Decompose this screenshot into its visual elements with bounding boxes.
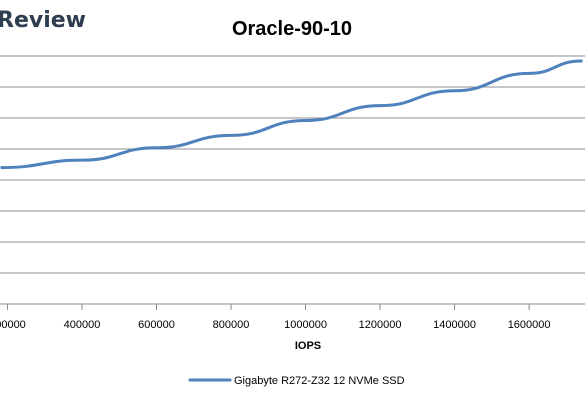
x-tick-label: 800000 [213, 319, 250, 331]
x-tick-label: 1200000 [359, 319, 402, 331]
legend-label: Gigabyte R272-Z32 12 NVMe SSD [234, 375, 405, 387]
x-tick-label: 1000000 [284, 319, 327, 331]
x-axis-label: IOPS [295, 340, 321, 352]
chart-title: Oracle-90-10 [232, 18, 352, 40]
x-tick-labels: 200000 400000 600000 800000 1000000 1200000 14… [0, 319, 551, 331]
x-tick-label: 1600000 [508, 319, 551, 331]
x-tick-label: 400000 [64, 319, 101, 331]
x-tick-label: 600000 [138, 319, 175, 331]
legend: Gigabyte R272-Z32 12 NVMe SSD [188, 375, 405, 387]
x-tick-label: 1400000 [433, 319, 476, 331]
brand-logo-text: Review [0, 8, 86, 33]
x-tick-label: 200000 [0, 319, 26, 331]
x-axis-ticks [6, 304, 530, 310]
y-gridlines [0, 55, 585, 274]
series-line [0, 59, 583, 170]
